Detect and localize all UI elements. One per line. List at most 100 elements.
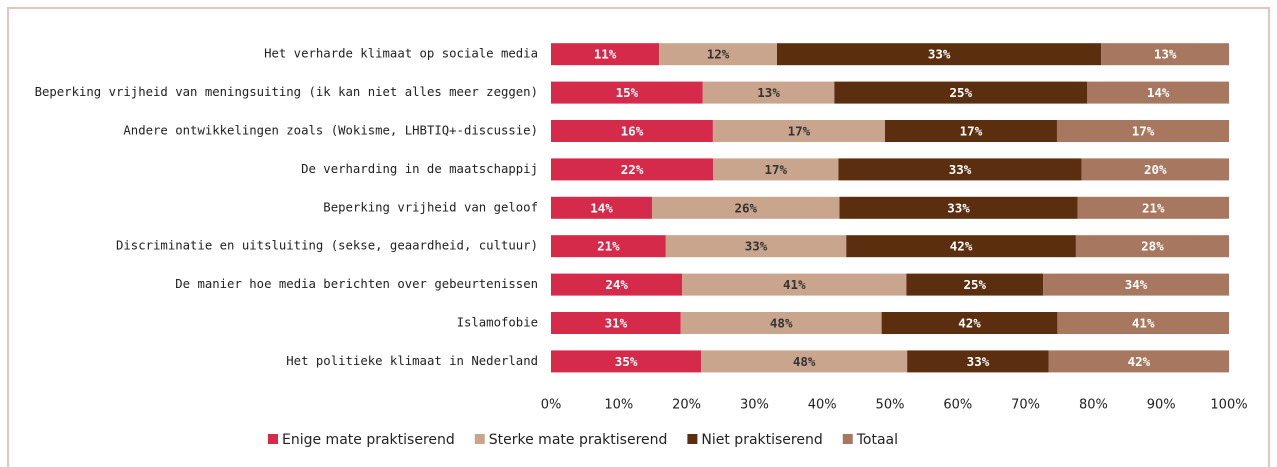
value-label: 48%	[793, 354, 816, 369]
bar-segment	[834, 81, 1088, 104]
value-label: 14%	[590, 200, 613, 215]
value-label: 11%	[594, 47, 617, 62]
value-label: 28%	[1141, 239, 1164, 254]
value-label: 42%	[958, 316, 981, 331]
value-label: 21%	[597, 239, 620, 254]
value-label: 13%	[1154, 47, 1177, 62]
legend-swatch	[474, 434, 485, 444]
bar-segment	[651, 196, 840, 219]
bar-segment	[713, 158, 839, 181]
category-label: De verharding in de maatschappij	[301, 162, 538, 176]
bar-segment	[702, 81, 835, 104]
bar-segment	[881, 312, 1058, 334]
category-label: Islamofobie	[457, 316, 538, 330]
value-label: 33%	[967, 354, 990, 369]
value-label: 21%	[1142, 200, 1165, 215]
value-label: 33%	[949, 162, 972, 177]
x-tick-label: 90%	[1147, 398, 1176, 413]
x-tick-label: 50%	[876, 398, 905, 413]
legend-swatch	[268, 434, 278, 444]
value-label: 26%	[734, 200, 757, 215]
value-label: 13%	[757, 85, 780, 100]
value-label: 17%	[764, 162, 787, 177]
x-tick-label: 80%	[1079, 398, 1108, 413]
value-label: 17%	[960, 124, 983, 139]
value-label: 14%	[1147, 85, 1170, 100]
bar-segment	[1101, 43, 1229, 66]
bar-segment	[1075, 235, 1229, 258]
x-tick-label: 10%	[604, 398, 633, 413]
value-label: 35%	[615, 354, 638, 369]
value-label: 25%	[950, 85, 973, 100]
value-label: 34%	[1125, 277, 1148, 292]
value-label: 33%	[947, 200, 970, 215]
x-tick-label: 30%	[740, 398, 769, 413]
x-tick-label: 40%	[808, 398, 837, 413]
category-label: Het verharde klimaat op sociale media	[264, 47, 538, 61]
value-label: 24%	[605, 277, 628, 292]
bar-segment	[680, 312, 882, 334]
bar-segment	[659, 43, 777, 66]
bar-segment	[838, 158, 1082, 181]
legend-label: Enige mate praktiserend	[282, 432, 455, 448]
bar-segment	[551, 81, 703, 104]
x-tick-label: 70%	[1011, 398, 1040, 413]
category-label: Het politieke klimaat in Nederland	[286, 354, 538, 368]
category-label: Discriminatie en uitsluiting (sekse, gea…	[116, 239, 538, 253]
value-label: 16%	[621, 124, 644, 139]
bar-segment	[551, 196, 652, 219]
value-label: 12%	[707, 47, 730, 62]
value-label: 20%	[1144, 162, 1167, 177]
category-label: De manier hoe media berichten over gebeu…	[175, 277, 538, 291]
bar-segment	[777, 43, 1102, 66]
value-label: 22%	[621, 162, 644, 177]
bar-segment	[701, 350, 908, 373]
value-label: 42%	[950, 239, 973, 254]
category-label: Beperking vrijheid van geloof	[323, 200, 538, 214]
bar-segment	[551, 312, 681, 334]
bar-segment	[1087, 81, 1229, 104]
category-label: Andere ontwikkelingen zoals (Wokisme, LH…	[123, 124, 538, 138]
value-label: 15%	[616, 85, 639, 100]
value-label: 42%	[1128, 354, 1151, 369]
bar-segment	[906, 273, 1044, 296]
legend-swatch	[842, 434, 853, 444]
bar-segment	[551, 235, 666, 258]
legend-label: Totaal	[856, 432, 898, 448]
x-tick-label: 0%	[541, 398, 562, 413]
bar-segment	[682, 273, 907, 296]
bar-segment	[665, 235, 847, 258]
x-tick-label: 60%	[943, 398, 972, 413]
value-label: 41%	[1132, 316, 1155, 331]
x-tick-label: 100%	[1210, 398, 1247, 413]
bar-segment	[551, 158, 714, 181]
value-label: 17%	[1132, 124, 1155, 139]
bar-segment	[846, 235, 1076, 258]
value-label: 41%	[783, 277, 806, 292]
value-label: 31%	[605, 316, 628, 331]
legend-swatch	[687, 434, 698, 444]
bar-segment	[551, 43, 660, 66]
bar-segment	[712, 120, 885, 142]
value-label: 33%	[745, 239, 768, 254]
x-tick-label: 20%	[672, 398, 701, 413]
value-label: 17%	[788, 124, 811, 139]
bar-segment	[551, 273, 683, 296]
bar-segment	[1048, 350, 1229, 373]
bar-segment	[884, 120, 1057, 142]
value-label: 25%	[963, 277, 986, 292]
bar-segment	[1077, 196, 1229, 219]
value-label: 33%	[928, 47, 951, 62]
bar-segment	[1057, 312, 1229, 334]
value-label: 48%	[770, 316, 793, 331]
legend-label: Niet praktiserend	[701, 432, 822, 448]
bar-segment	[551, 120, 713, 142]
bar-segment	[839, 196, 1078, 219]
bar-segment	[1081, 158, 1229, 181]
legend-label: Sterke mate praktiserend	[489, 432, 668, 448]
category-label: Beperking vrijheid van meningsuiting (ik…	[35, 85, 538, 99]
bar-segment	[1043, 273, 1229, 296]
bar-segment	[907, 350, 1049, 373]
bar-segment	[551, 350, 702, 373]
